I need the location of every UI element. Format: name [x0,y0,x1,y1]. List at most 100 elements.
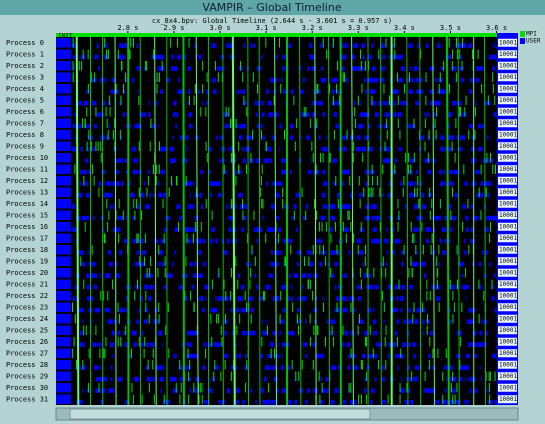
user-segment [188,181,194,186]
user-segment [425,238,430,244]
mpi-segment [99,348,101,358]
user-segment [72,296,76,301]
mpi-segment [136,279,138,289]
mpi-segment [431,233,433,243]
title-bar[interactable] [0,0,545,15]
mpi-segment [370,187,372,197]
user-segment [468,307,471,313]
user-segment [79,169,82,175]
mpi-segment [398,210,400,220]
mpi-segment [251,245,253,255]
mpi-segment [239,314,241,324]
user-segment [347,365,351,370]
mpi-segment [121,61,123,71]
user-segment [169,273,173,278]
mpi-segment [129,49,131,59]
user-segment [256,238,259,244]
user-segment [302,342,308,347]
user-segment [238,353,242,359]
mpi-segment [382,256,384,266]
mpi-segment [461,302,463,312]
user-segment [184,181,190,186]
mpi-segment [72,348,74,358]
user-segment [372,204,377,209]
user-segment [415,365,417,370]
user-segment [270,227,275,232]
end-label-box [498,107,517,116]
mpi-segment [206,72,208,82]
mpi-segment [106,118,108,128]
user-segment [237,123,239,129]
user-segment [187,204,189,209]
user-segment [376,342,380,347]
mpi-segment [235,176,237,186]
mpi-segment [91,245,93,255]
mpi-segment [158,72,160,82]
user-segment [79,342,84,347]
user-segment [316,238,322,244]
mpi-segment [461,61,463,71]
user-segment [290,238,293,244]
mpi-segment [429,291,431,301]
message-line [75,36,80,406]
mpi-segment [109,95,111,105]
scrollbar-thumb[interactable] [69,408,371,420]
mpi-segment [148,383,150,393]
mpi-segment [312,360,314,370]
user-segment [287,330,293,336]
mpi-segment [158,302,160,312]
user-segment [412,342,417,347]
user-segment [405,204,408,209]
user-segment [282,342,286,347]
user-segment [443,365,447,370]
user-segment [407,330,410,336]
user-segment [256,123,259,129]
user-segment [345,204,350,209]
user-segment [459,135,464,140]
mpi-segment [436,256,438,266]
user-segment [319,261,323,267]
user-segment [340,181,344,186]
mpi-segment [320,153,322,163]
mpi-segment [465,268,467,278]
process-label: Process 4 [6,85,44,93]
mpi-segment [164,268,166,278]
mpi-segment [385,38,387,48]
user-segment [136,319,140,324]
user-segment [408,307,412,313]
mpi-segment [382,164,384,174]
user-segment [234,169,237,175]
user-segment [419,181,423,186]
mpi-segment [296,314,298,324]
process-label: Process 24 [6,315,48,323]
user-segment [414,181,417,186]
user-segment [279,123,282,129]
user-segment [104,43,108,48]
user-segment [400,307,403,313]
user-segment [363,330,368,336]
user-segment [333,181,337,186]
user-segment [339,54,344,60]
init-block [56,84,71,94]
init-block [56,199,71,209]
mpi-segment [413,302,415,312]
user-segment [215,365,219,370]
user-segment [282,284,287,290]
mpi-segment [360,61,362,71]
mpi-segment [180,383,182,393]
mpi-segment [273,348,275,358]
user-segment [272,135,276,140]
user-segment [78,250,81,255]
mpi-segment [336,245,338,255]
user-segment [432,388,436,393]
mpi-segment [260,130,262,140]
user-segment [470,227,475,232]
user-segment [199,296,203,301]
user-segment [466,365,470,370]
user-segment [104,77,107,83]
user-segment [239,123,243,129]
user-segment [389,77,392,83]
init-block [56,164,71,174]
mpi-segment [117,49,119,59]
user-segment [233,238,237,244]
